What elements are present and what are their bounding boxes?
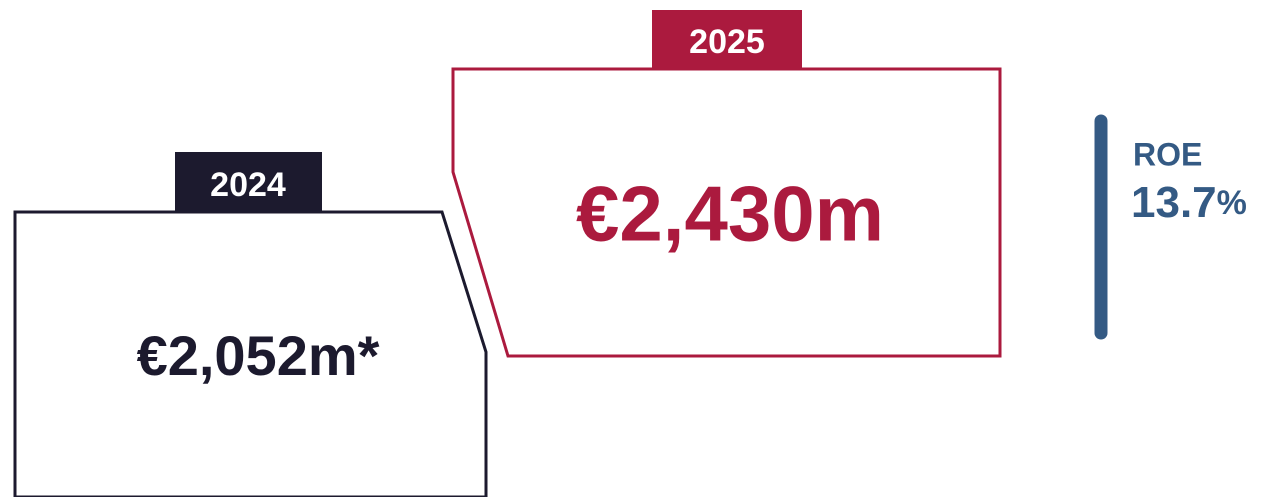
roe-value: 13.7% xyxy=(1131,178,1247,227)
roe-unit: % xyxy=(1217,184,1247,222)
card-2024-outline xyxy=(13,210,488,499)
value-2025: €2,430m xyxy=(576,170,884,258)
year-tab-2025 xyxy=(652,10,802,69)
year-2025: 2025 xyxy=(689,23,765,61)
roe-number: 13.7 xyxy=(1131,178,1217,227)
year-tab-2024 xyxy=(175,152,322,212)
year-2024: 2024 xyxy=(210,166,286,204)
value-2024: €2,052m* xyxy=(137,324,380,387)
card-2025-outline xyxy=(451,67,1002,358)
roe-label: ROE xyxy=(1133,136,1202,172)
